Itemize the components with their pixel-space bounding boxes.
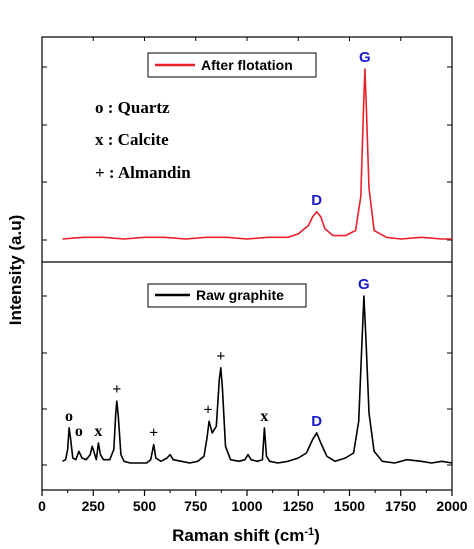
x-tick-label: 1500: [334, 498, 365, 514]
mineral-key-calcite: x : Calcite: [95, 130, 169, 149]
x-axis-title-superscript: -1: [304, 526, 314, 538]
mineral-key: o : Quartz x : Calcite + : Almandin: [95, 98, 191, 182]
x-axis-title: Raman shift (cm-1): [172, 526, 320, 545]
peak-label: G: [358, 276, 370, 293]
x-tick-label: 1750: [385, 498, 416, 514]
x-tick-label: 750: [184, 498, 208, 514]
x-axis-title-main: Raman shift (cm: [172, 526, 304, 545]
peak-label: x: [94, 423, 102, 440]
peak-label: D: [311, 192, 322, 209]
peak-label: x: [260, 408, 268, 425]
peak-label: +: [149, 425, 158, 442]
panel-raw-graphite: oo x++++x DG: [62, 276, 453, 464]
peak-label: o: [75, 423, 83, 440]
legend-box: [147, 283, 307, 308]
panel-after-flotation: DG: [62, 49, 452, 240]
x-tick-label: 0: [38, 498, 46, 514]
x-axis-title-close: ): [314, 526, 320, 545]
x-tick-label: 500: [133, 498, 157, 514]
legend-after-flotation: After flotation: [147, 52, 317, 78]
series-line: [62, 295, 453, 464]
mineral-key-almandin: + : Almandin: [95, 163, 191, 182]
y-axis-title: Intensity (a.u): [6, 215, 25, 326]
legend-raw-graphite: Raw graphite: [147, 283, 307, 308]
legend-label: After flotation: [201, 57, 293, 73]
mineral-key-quartz: o : Quartz: [95, 98, 170, 117]
series-line: [62, 68, 452, 240]
peak-label: +: [203, 401, 212, 418]
legend-label: Raw graphite: [196, 287, 284, 303]
x-tick-label: 1250: [283, 498, 314, 514]
x-tick-label: 2000: [436, 498, 467, 514]
peak-label: o: [65, 408, 73, 425]
peak-label: D: [311, 413, 322, 430]
x-tick-label: 1000: [231, 498, 262, 514]
peak-label: G: [359, 49, 371, 66]
x-tick-label: 250: [82, 498, 106, 514]
x-axis: 0 250 500 750 1000 1250 1500 1750 2000: [38, 37, 468, 514]
peak-label: +: [216, 348, 225, 365]
peak-label: +: [112, 381, 121, 398]
